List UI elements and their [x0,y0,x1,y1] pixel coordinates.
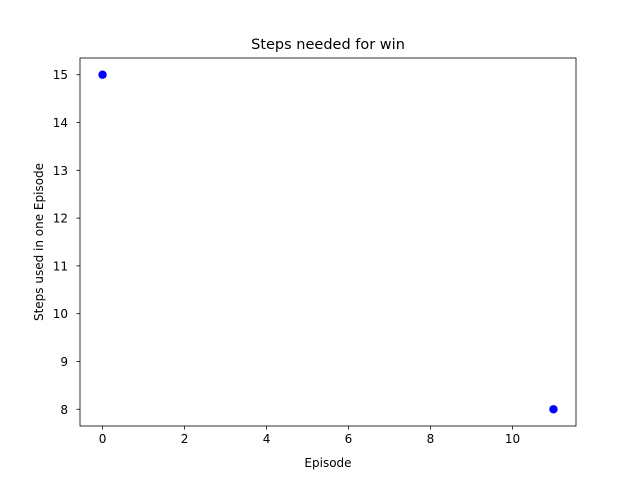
x-tick-label: 4 [263,432,271,446]
x-tick-label: 0 [99,432,107,446]
x-tick-label: 8 [427,432,435,446]
data-point [98,70,107,79]
y-tick-label: 12 [53,212,68,226]
x-tick-label: 2 [181,432,189,446]
y-tick-label: 14 [53,116,68,130]
y-axis-label: Steps used in one Episode [32,163,46,321]
x-axis-label: Episode [304,456,351,470]
x-tick-label: 10 [505,432,520,446]
y-tick-label: 13 [53,164,68,178]
y-tick-label: 9 [60,355,68,369]
plot-area [79,57,577,427]
y-axis-ticks: 8 9 10 11 12 13 14 15 [53,68,80,417]
chart-title: Steps needed for win [251,37,405,53]
plot-frame [79,57,577,427]
x-tick-label: 6 [345,432,353,446]
y-tick-label: 8 [60,403,68,417]
data-point [549,405,558,414]
y-tick-label: 11 [53,259,68,273]
y-tick-label: 10 [53,307,68,321]
x-axis-ticks: 0 2 4 6 8 10 [99,426,520,446]
y-tick-label: 15 [53,68,68,82]
data-points [98,70,558,414]
